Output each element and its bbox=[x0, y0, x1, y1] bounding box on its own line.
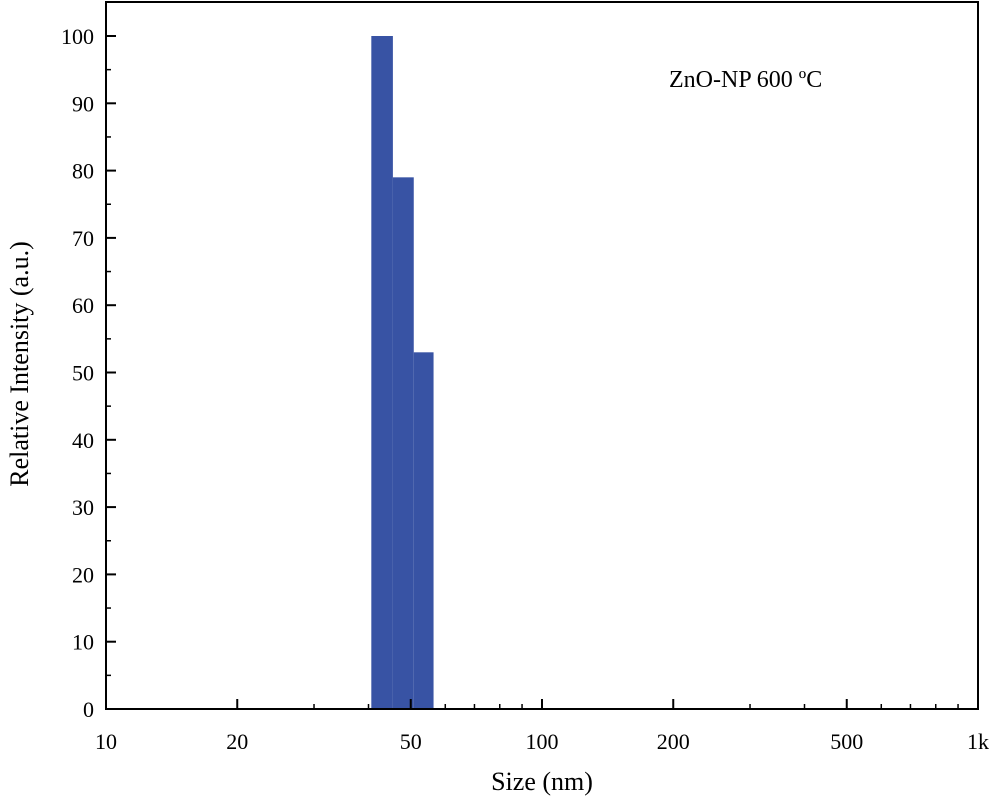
y-tick-label: 50 bbox=[72, 361, 94, 386]
plot-frame bbox=[105, 1, 979, 710]
x-tick-label: 20 bbox=[226, 729, 248, 754]
y-axis-label: Relative Intensity (a.u.) bbox=[5, 241, 34, 486]
bars-layer bbox=[371, 36, 434, 709]
y-tick-label: 10 bbox=[72, 630, 94, 655]
bar-3 bbox=[413, 352, 434, 709]
bar-2 bbox=[392, 177, 414, 709]
y-tick-label: 40 bbox=[72, 428, 94, 453]
y-tick-label: 80 bbox=[72, 159, 94, 184]
x-tick-label: 10 bbox=[95, 729, 117, 754]
x-tick-label: 100 bbox=[526, 729, 559, 754]
y-tick-label: 70 bbox=[72, 226, 94, 251]
y-tick-label: 0 bbox=[83, 697, 94, 722]
sample-annotation: ZnO-NP 600 ºC bbox=[669, 67, 822, 93]
x-tick-label: 500 bbox=[830, 729, 863, 754]
y-tick-label: 60 bbox=[72, 293, 94, 318]
y-tick-label: 100 bbox=[61, 24, 94, 49]
x-tick-label: 1k bbox=[967, 729, 989, 754]
x-tick-label: 50 bbox=[400, 729, 422, 754]
x-axis-label: Size (nm) bbox=[491, 767, 593, 796]
bar-1 bbox=[371, 36, 393, 709]
y-tick-label: 20 bbox=[72, 562, 94, 587]
y-tick-label: 30 bbox=[72, 495, 94, 520]
y-tick-label: 90 bbox=[72, 91, 94, 116]
x-tick-label: 200 bbox=[657, 729, 690, 754]
